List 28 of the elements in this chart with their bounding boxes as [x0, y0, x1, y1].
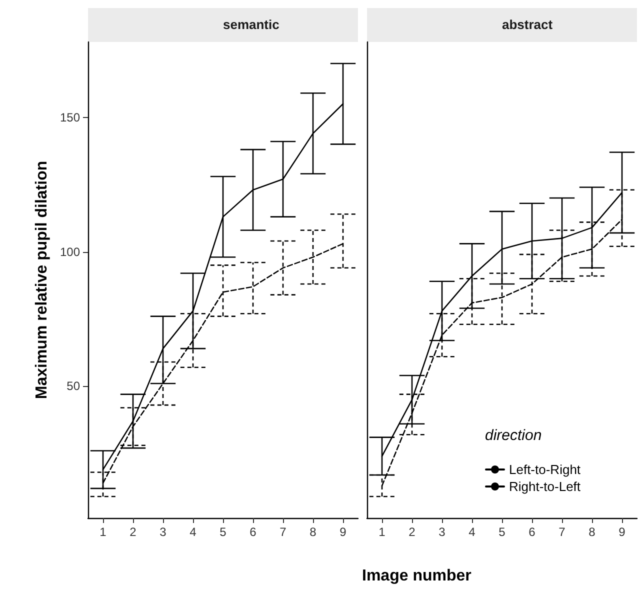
x-tick-label: 3 — [438, 525, 446, 539]
x-tick-label: 9 — [340, 525, 347, 539]
x-tick-label: 7 — [280, 525, 287, 539]
chart-title: semantic — [222, 17, 280, 32]
x-tick-label: 6 — [528, 525, 536, 539]
legend-label: Right-to-Left — [509, 479, 581, 494]
x-tick-label: 2 — [408, 525, 416, 539]
chart-title: abstract — [502, 17, 554, 32]
y-tick-label: 100 — [60, 244, 80, 259]
x-tick-label: 8 — [310, 525, 317, 539]
x-tick-label: 7 — [558, 525, 566, 539]
x-tick-label: 3 — [160, 525, 167, 539]
x-tick-label: 5 — [220, 525, 227, 539]
y-tick-label: 50 — [66, 379, 80, 394]
x-tick-label: 6 — [250, 525, 257, 539]
y-tick-label: 150 — [60, 110, 80, 124]
x-tick-label: 1 — [378, 525, 386, 539]
x-tick-label: 8 — [588, 525, 596, 539]
y-axis-title: Maximum relative pupil dilation — [34, 160, 50, 400]
x-tick-label: 2 — [130, 525, 137, 539]
x-tick-label: 4 — [190, 525, 197, 539]
legend-label: Left-to-Right — [509, 462, 581, 477]
x-axis-title: Image number — [362, 568, 472, 584]
x-tick-label: 9 — [618, 525, 626, 539]
x-tick-label: 4 — [468, 525, 476, 539]
x-tick-label: 5 — [498, 525, 506, 539]
x-tick-label: 1 — [100, 525, 107, 539]
legend-title: direction — [485, 427, 542, 444]
